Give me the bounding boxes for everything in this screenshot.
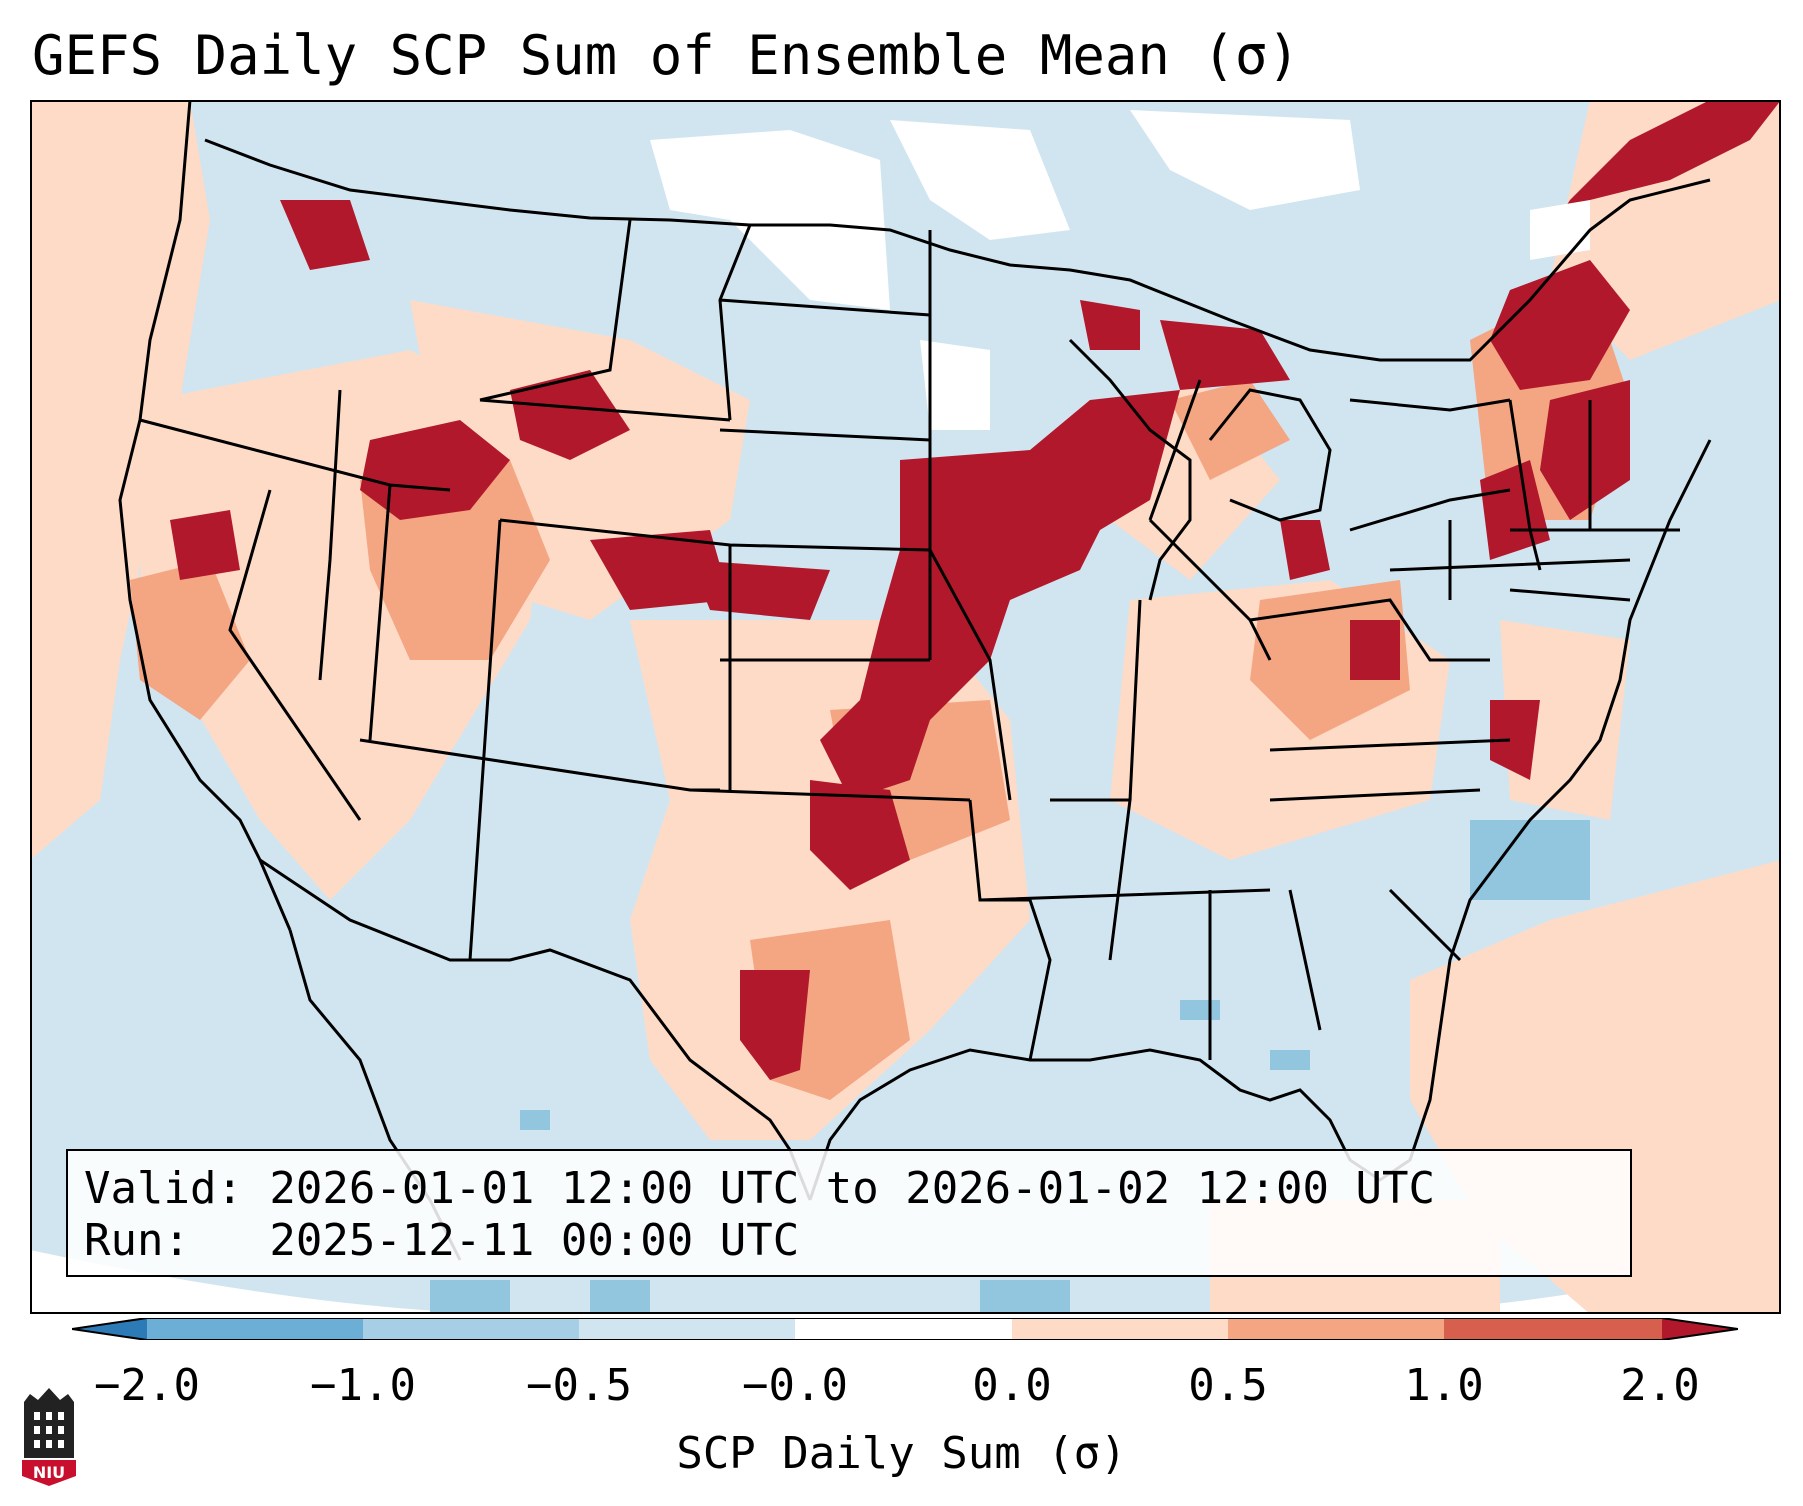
map-title: GEFS Daily SCP Sum of Ensemble Mean (σ) xyxy=(32,24,1300,87)
niu-logo: NIU xyxy=(22,1388,76,1486)
logo-text: NIU xyxy=(33,1463,65,1482)
colorbar-extend-max xyxy=(1662,1318,1738,1340)
colorbar-segment xyxy=(1444,1318,1662,1340)
colorbar-segment xyxy=(363,1318,579,1340)
coastline-west xyxy=(118,100,292,931)
colorbar-tick-label: 0.0 xyxy=(972,1360,1052,1411)
field-pos-max xyxy=(170,100,1781,1080)
valid-time-text: Valid: 2026-01-01 12:00 UTC to 2026-01-0… xyxy=(84,1163,1436,1214)
logo-shield xyxy=(22,1460,76,1486)
great-lakes xyxy=(1068,338,1511,601)
colorbar-extend-min xyxy=(72,1318,147,1340)
run-time-text: Run: 2025-12-11 00:00 UTC xyxy=(84,1215,800,1266)
colorbar-segment xyxy=(1228,1318,1444,1340)
valid-run-box: Valid: 2026-01-01 12:00 UTC to 2026-01-0… xyxy=(66,1149,1632,1277)
field-zero xyxy=(650,110,1590,430)
colorbar-tick-label: −1.0 xyxy=(310,1360,416,1411)
colorbar-tick-label: −0.0 xyxy=(742,1360,848,1411)
colorbar-tick-label: 1.0 xyxy=(1404,1360,1484,1411)
colorbar-segment xyxy=(147,1318,363,1340)
state-lines-west xyxy=(139,219,971,961)
colorbar-tick-label: 2.0 xyxy=(1620,1360,1700,1411)
projection-corner-left xyxy=(30,1250,530,1314)
colorbar-tick-label: 0.5 xyxy=(1188,1360,1268,1411)
colorbar-segment xyxy=(1012,1318,1228,1340)
field-neg-mod xyxy=(430,820,1590,1314)
colorbar-label: SCP Daily Sum (σ) xyxy=(676,1428,1127,1479)
colorbar-tick-label: −0.5 xyxy=(526,1360,632,1411)
map-frame xyxy=(30,100,1781,1314)
colorbar-tick-label: −2.0 xyxy=(94,1360,200,1411)
colorbar-segment xyxy=(795,1318,1012,1340)
colorbar xyxy=(72,1318,1738,1340)
canada-border xyxy=(204,138,1711,362)
mexico-border xyxy=(259,858,812,1201)
map-panel xyxy=(30,100,1781,1314)
northeast-lines xyxy=(1448,399,1680,600)
colorbar-segment xyxy=(579,1318,795,1340)
